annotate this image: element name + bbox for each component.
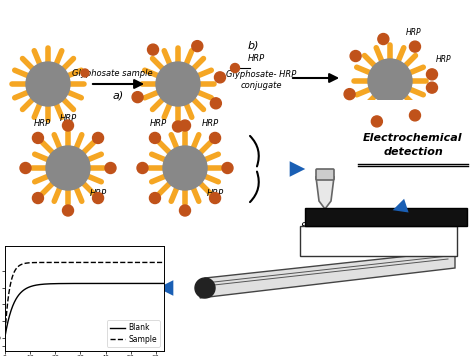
Text: HRP: HRP xyxy=(90,189,107,198)
Circle shape xyxy=(180,205,191,216)
Circle shape xyxy=(105,162,116,173)
Sample xyxy=(160,260,166,265)
Polygon shape xyxy=(200,251,455,298)
Circle shape xyxy=(192,41,203,52)
Text: Glyphosate- HRP
conjugate: Glyphosate- HRP conjugate xyxy=(226,70,296,90)
Text: HRP: HRP xyxy=(436,55,452,64)
Text: b): b) xyxy=(247,41,259,51)
Text: HRP: HRP xyxy=(408,106,424,115)
Sample xyxy=(121,260,127,265)
Polygon shape xyxy=(316,177,334,209)
Circle shape xyxy=(32,132,44,143)
Blank xyxy=(108,281,114,286)
Text: c): c) xyxy=(320,216,330,226)
Circle shape xyxy=(350,51,361,62)
Circle shape xyxy=(410,110,420,121)
Sample xyxy=(43,260,48,265)
Circle shape xyxy=(210,193,220,204)
Circle shape xyxy=(149,193,160,204)
Text: Glyphosate sample: Glyphosate sample xyxy=(72,68,152,78)
Circle shape xyxy=(195,278,215,298)
Circle shape xyxy=(163,146,207,190)
Circle shape xyxy=(210,132,220,143)
Circle shape xyxy=(214,72,226,83)
Circle shape xyxy=(210,98,221,109)
Text: HRP: HRP xyxy=(248,54,265,63)
Circle shape xyxy=(149,132,160,143)
FancyBboxPatch shape xyxy=(300,226,457,256)
Text: HRP: HRP xyxy=(207,189,224,198)
Circle shape xyxy=(222,162,233,173)
Blank xyxy=(2,336,8,340)
Circle shape xyxy=(81,69,89,77)
Circle shape xyxy=(26,62,70,106)
FancyBboxPatch shape xyxy=(316,169,334,180)
Line: Sample: Sample xyxy=(5,262,164,338)
Text: HRP: HRP xyxy=(201,119,219,128)
Sample xyxy=(161,260,166,265)
FancyBboxPatch shape xyxy=(305,208,467,226)
Text: Graphite Electrode: Graphite Electrode xyxy=(334,212,438,222)
Text: HRP: HRP xyxy=(149,119,166,128)
Circle shape xyxy=(180,120,191,131)
Blank xyxy=(74,281,80,286)
Circle shape xyxy=(92,132,103,143)
Text: a): a) xyxy=(112,90,124,100)
Circle shape xyxy=(410,41,420,52)
Blank xyxy=(43,282,48,286)
Circle shape xyxy=(427,69,438,80)
Text: Substrate
incubation: Substrate incubation xyxy=(299,222,351,244)
Circle shape xyxy=(63,120,73,131)
Circle shape xyxy=(156,62,200,106)
Circle shape xyxy=(92,193,103,204)
Circle shape xyxy=(368,59,412,103)
Sample xyxy=(95,260,101,265)
Circle shape xyxy=(137,162,148,173)
Blank xyxy=(121,281,127,286)
Text: Electrochemical
detection: Electrochemical detection xyxy=(363,133,463,157)
Circle shape xyxy=(427,82,438,93)
Blank xyxy=(30,284,36,288)
Line: Blank: Blank xyxy=(5,283,164,338)
Sample xyxy=(74,260,80,265)
Circle shape xyxy=(132,91,143,103)
Sample xyxy=(108,260,114,265)
Circle shape xyxy=(147,44,158,55)
Circle shape xyxy=(32,193,44,204)
Legend: Blank, Sample: Blank, Sample xyxy=(107,320,160,347)
Circle shape xyxy=(63,205,73,216)
Circle shape xyxy=(344,89,355,100)
Circle shape xyxy=(371,116,383,127)
Text: HRP: HRP xyxy=(406,28,422,37)
Text: HRP: HRP xyxy=(34,119,51,128)
Blank xyxy=(95,281,101,286)
Circle shape xyxy=(378,33,389,44)
Circle shape xyxy=(46,146,90,190)
Circle shape xyxy=(173,121,183,132)
Circle shape xyxy=(230,63,239,73)
Sample xyxy=(30,261,36,265)
Blank xyxy=(161,281,166,286)
Text: HRP: HRP xyxy=(59,114,77,123)
Circle shape xyxy=(20,162,31,173)
Sample xyxy=(2,336,8,340)
